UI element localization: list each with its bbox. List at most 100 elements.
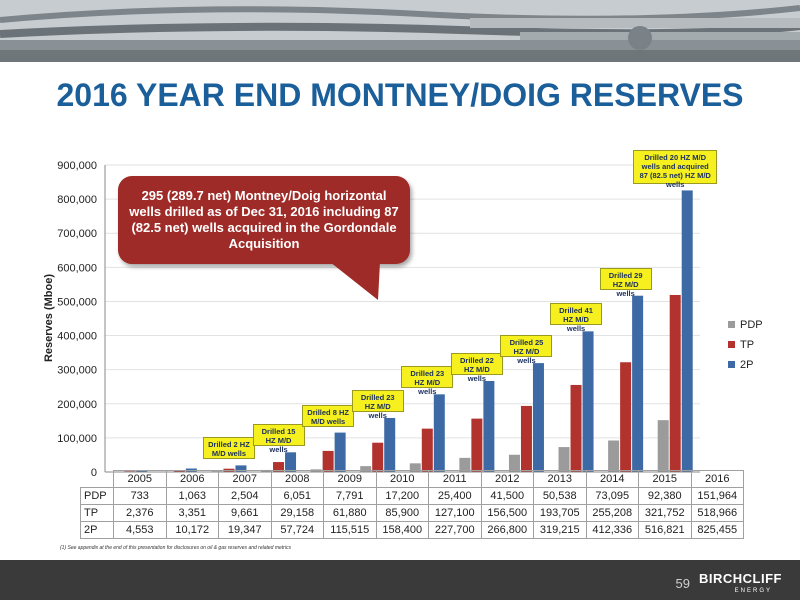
bar-pdp-2016: [657, 420, 669, 472]
annotation-2012: Drilled 22 HZ M/D wells: [450, 352, 503, 383]
table-cell: 92,380: [638, 487, 692, 505]
table-row-header: 2P: [80, 521, 114, 539]
x-tick-label: 2015: [638, 470, 692, 488]
bar-tp-2011: [421, 428, 433, 472]
table-row-2p: 2P 4,553 10,172 19,347 57,724 115,515 158,400 2…: [80, 521, 744, 539]
annotation-2009: Drilled 8 HZ M/D wells: [302, 404, 355, 427]
table-row-header: PDP: [80, 487, 114, 505]
x-tick-label: 2014: [585, 470, 639, 488]
y-axis-label: Reserves (Mboe): [43, 274, 55, 362]
bar-tp-2010: [372, 442, 384, 472]
table-cell: 518,966: [690, 504, 744, 522]
wells-drilled-callout: 295 (289.7 net) Montney/Doig horizontal …: [118, 176, 410, 264]
y-tick-label: 400,000: [57, 331, 97, 343]
annotation-2015: Drilled 29 HZ M/D wells: [599, 267, 652, 298]
bar-pdp-2010: [360, 466, 372, 472]
table-header-row: 2005 2006 2007 2008 2009 2010 2011 2012 2013 2014…: [81, 470, 744, 488]
table-cell: 227,700: [428, 521, 482, 539]
annotation-2013: Drilled 25 HZ M/D wells: [500, 335, 553, 365]
table-cell: 115,515: [323, 521, 377, 539]
header-photo-banner: [0, 0, 800, 62]
bar-2p-2008: [285, 452, 297, 472]
legend-label-pdp: PDP: [740, 319, 763, 331]
table-row-tp: TP 2,376 3,351 9,661 29,158 61,880 85,900 127,1…: [80, 504, 744, 522]
y-tick-label: 500,000: [57, 296, 97, 308]
x-tick-label: 2009: [323, 470, 377, 488]
x-tick-label: 2012: [480, 470, 534, 488]
table-cell: 73,095: [585, 487, 639, 505]
x-tick-label: 2008: [270, 470, 324, 488]
table-cell: 10,172: [165, 521, 219, 539]
bar-2p-2015: [632, 295, 644, 472]
y-tick-label: 900,000: [57, 160, 97, 172]
bar-tp-2015: [620, 362, 632, 472]
bar-pdp-2015: [608, 440, 620, 472]
table-cell: 255,208: [585, 504, 639, 522]
y-tick-label: 300,000: [57, 365, 97, 377]
bar-2p-2014: [582, 331, 594, 472]
legend-swatch-2p: [728, 361, 735, 368]
table-cell: 57,724: [270, 521, 324, 539]
table-cell: 19,347: [218, 521, 272, 539]
annotation-2008: Drilled 15 HZ M/D wells: [252, 424, 305, 454]
x-tick-label: 2010: [375, 470, 429, 488]
table-cell: 2,376: [113, 504, 167, 522]
y-tick-label: 0: [91, 467, 97, 479]
table-cell: 193,705: [533, 504, 587, 522]
annotation-2016: Drilled 20 HZ M/D wells and acquired 87 …: [633, 150, 718, 189]
bar-tp-2013: [520, 405, 532, 472]
bar-pdp-2011: [409, 463, 421, 472]
table-cell: 158,400: [375, 521, 429, 539]
bar-tp-2008: [273, 462, 285, 472]
x-tick-label: 2006: [165, 470, 219, 488]
bar-2p-2010: [384, 417, 396, 472]
table-cell: 3,351: [165, 504, 219, 522]
x-tick-label: 2011: [428, 470, 482, 488]
birchcliff-logo: BIRCHCLIFF: [699, 571, 782, 586]
y-tick-label: 100,000: [57, 433, 97, 445]
bar-pdp-2012: [459, 457, 471, 472]
annotation-2014: Drilled 41 HZ M/D wells: [550, 303, 603, 333]
page-number: 59: [675, 576, 690, 591]
table-row-header: TP: [80, 504, 114, 522]
y-tick-label: 200,000: [57, 399, 97, 411]
table-row-pdp: PDP 733 1,063 2,504 6,051 7,791 17,200 25,400 41…: [80, 487, 744, 505]
table-cell: 825,455: [690, 521, 744, 539]
table-cell: 7,791: [323, 487, 377, 505]
table-cell: 266,800: [480, 521, 534, 539]
x-tick-label: 2005: [113, 470, 167, 488]
table-corner-cell: [81, 471, 114, 488]
legend-label-2p: 2P: [740, 359, 753, 371]
table-cell: 412,336: [585, 521, 639, 539]
chart-bars: [112, 190, 693, 473]
bar-2p-2016: [681, 190, 693, 472]
y-tick-label: 800,000: [57, 194, 97, 206]
table-cell: 2,504: [218, 487, 272, 505]
table-cell: 733: [113, 487, 167, 505]
bar-tp-2009: [322, 450, 334, 472]
table-cell: 516,821: [638, 521, 692, 539]
bar-2p-2011: [433, 394, 445, 472]
table-cell: 41,500: [480, 487, 534, 505]
table-cell: 321,752: [638, 504, 692, 522]
chart-legend: PDP TP 2P: [728, 319, 763, 371]
legend-swatch-tp: [728, 341, 735, 348]
table-cell: 9,661: [218, 504, 272, 522]
x-tick-label: 2013: [533, 470, 587, 488]
table-cell: 127,100: [428, 504, 482, 522]
table-cell: 1,063: [165, 487, 219, 505]
table-cell: 4,553: [113, 521, 167, 539]
table-cell: 319,215: [533, 521, 587, 539]
bar-tp-2012: [471, 418, 483, 472]
y-tick-label: 600,000: [57, 262, 97, 274]
bar-pdp-2014: [558, 447, 570, 472]
table-cell: 29,158: [270, 504, 324, 522]
legend-swatch-pdp: [728, 321, 735, 328]
table-cell: 85,900: [375, 504, 429, 522]
legend-label-tp: TP: [740, 339, 754, 351]
page-title: 2016 YEAR END MONTNEY/DOIG RESERVES: [56, 77, 744, 113]
bar-2p-2007: [235, 465, 247, 472]
table-cell: 151,964: [690, 487, 744, 505]
bar-2p-2012: [483, 380, 495, 472]
bar-tp-2014: [570, 384, 582, 472]
